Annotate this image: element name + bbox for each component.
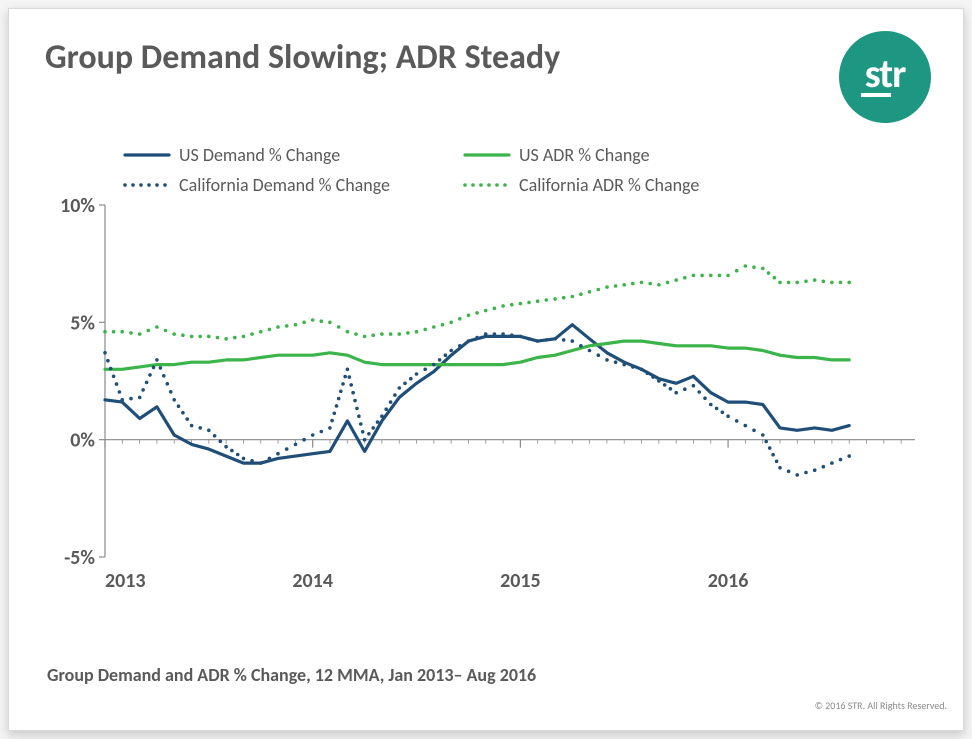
slide-title: Group Demand Slowing; ADR Steady bbox=[45, 37, 560, 78]
svg-text:2013: 2013 bbox=[105, 569, 146, 593]
slide-frame: Group Demand Slowing; ADR Steady str -5%… bbox=[0, 0, 972, 739]
svg-text:0%: 0% bbox=[70, 429, 95, 453]
svg-text:2015: 2015 bbox=[500, 569, 541, 593]
svg-text:10%: 10% bbox=[60, 194, 95, 218]
copyright-text: © 2016 STR. All Rights Reserved. bbox=[815, 699, 947, 712]
svg-text:California ADR % Change: California ADR % Change bbox=[519, 174, 699, 196]
svg-text:California Demand % Change: California Demand % Change bbox=[179, 174, 390, 196]
slide-card: Group Demand Slowing; ADR Steady str -5%… bbox=[8, 8, 964, 731]
svg-text:2014: 2014 bbox=[292, 569, 333, 593]
chart-subtitle: Group Demand and ADR % Change, 12 MMA, J… bbox=[47, 664, 536, 686]
str-logo: str bbox=[839, 31, 931, 123]
line-chart: -5% 0% 5% 10% 2013 2014 2015 2016 US Demand % Ch… bbox=[47, 137, 927, 597]
svg-text:5%: 5% bbox=[70, 311, 95, 335]
str-logo-underline bbox=[861, 93, 891, 97]
svg-text:-5%: -5% bbox=[64, 546, 95, 570]
svg-text:2016: 2016 bbox=[708, 569, 749, 593]
svg-text:US ADR % Change: US ADR % Change bbox=[519, 144, 650, 166]
svg-text:US Demand % Change: US Demand % Change bbox=[179, 144, 340, 166]
